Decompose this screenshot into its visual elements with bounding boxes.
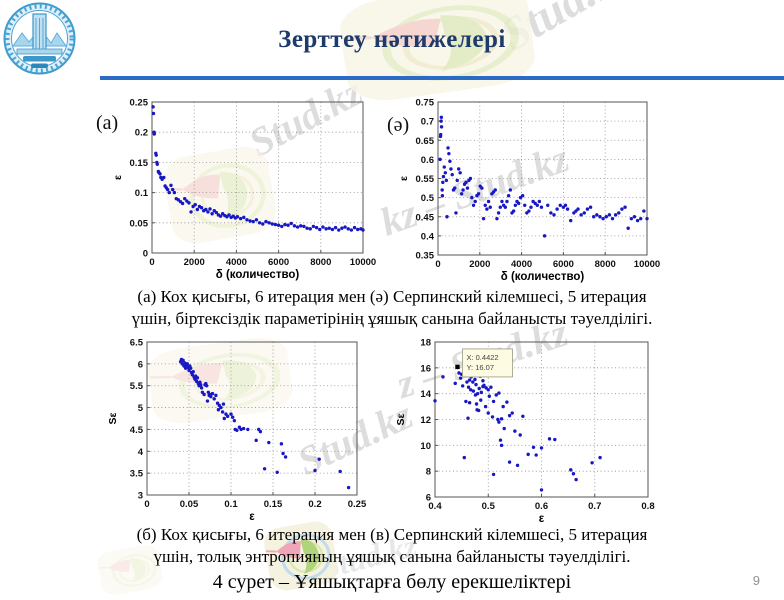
svg-text:0.15: 0.15: [264, 499, 283, 510]
svg-text:0.25: 0.25: [348, 499, 367, 510]
svg-text:0.05: 0.05: [130, 218, 149, 229]
svg-text:6.5: 6.5: [130, 338, 144, 349]
studkz-bird-logo-watermark: [264, 521, 338, 591]
svg-text:0.6: 0.6: [421, 155, 434, 166]
svg-text:ε: ε: [398, 176, 410, 181]
svg-text:0.1: 0.1: [135, 188, 149, 199]
svg-text:X: 0.4422: X: 0.4422: [466, 353, 498, 362]
svg-text:6: 6: [426, 493, 431, 504]
svg-text:8: 8: [426, 467, 431, 478]
svg-text:10: 10: [420, 441, 431, 452]
page-number: 9: [752, 573, 760, 588]
caption-bottom: (б) Кох қисығы, 6 итерация мен (в) Серпи…: [40, 524, 744, 568]
svg-text:10000: 10000: [350, 257, 376, 268]
svg-text:ε: ε: [112, 175, 124, 180]
svg-text:0.55: 0.55: [416, 174, 435, 185]
panel-label-a: (а): [96, 112, 119, 134]
svg-text:0.75: 0.75: [416, 98, 435, 109]
svg-text:14: 14: [420, 389, 431, 400]
panel-label-ae: (ә): [387, 114, 410, 136]
svg-text:4: 4: [138, 447, 144, 458]
caption-top-line1: (а) Кох қисығы, 6 итерация мен (ә) Серпи…: [137, 287, 647, 306]
caption-bottom-line1: (б) Кох қисығы, 6 итерация мен (в) Серпи…: [136, 525, 648, 544]
svg-text:δ (количество): δ (количество): [501, 271, 585, 283]
svg-text:4000: 4000: [226, 257, 247, 268]
svg-text:8000: 8000: [595, 259, 616, 270]
caption-bottom-line2: үшін, толық энтропияның ұяшық санына бай…: [153, 547, 631, 566]
svg-text:δ (количество): δ (количество): [216, 269, 300, 281]
svg-text:0.35: 0.35: [416, 251, 435, 262]
svg-text:0: 0: [149, 257, 154, 268]
svg-text:6: 6: [138, 359, 143, 370]
svg-text:4.5: 4.5: [130, 425, 144, 436]
chart-koch-entropy: 0 0.05 0.1 0.15 0.2 0.25 3 3.5 4 4.5 5 5.5 6 6.5 ε Sε: [107, 338, 367, 524]
svg-text:2000: 2000: [184, 257, 205, 268]
svg-text:0.4: 0.4: [421, 231, 435, 242]
svg-text:0.1: 0.1: [224, 499, 238, 510]
svg-text:3.5: 3.5: [130, 469, 144, 480]
svg-text:18: 18: [420, 338, 431, 349]
svg-text:0.4: 0.4: [428, 501, 442, 512]
slide-title: Зерттеу нәтижелері: [278, 26, 506, 53]
accent-line: [100, 76, 784, 80]
svg-text:0.2: 0.2: [135, 128, 148, 139]
svg-text:Sε: Sε: [395, 413, 407, 425]
chart-sierpinski-heterogeneity: 0 2000 4000 6000 8000 10000 0.35 0.4 0.45 0.5 0.55…: [398, 98, 660, 284]
svg-text:5.5: 5.5: [130, 381, 144, 392]
chart-sierpinski-entropy: 0.4 0.5 0.6 0.7 0.8 6 8 10 12 14 16 18 ε Sε X: 0.4422Y…: [395, 338, 655, 526]
svg-text:0.6: 0.6: [535, 501, 548, 512]
svg-text:0: 0: [143, 249, 148, 260]
studkz-bird-logo-watermark: [97, 545, 163, 595]
university-logo: [3, 2, 76, 75]
caption-top: (а) Кох қисығы, 6 итерация мен (ә) Серпи…: [40, 286, 744, 330]
svg-text:0: 0: [435, 259, 440, 270]
svg-text:16: 16: [420, 363, 431, 374]
svg-text:0.5: 0.5: [421, 193, 435, 204]
svg-text:3: 3: [138, 491, 143, 502]
svg-text:Y: 16.07: Y: 16.07: [466, 363, 494, 372]
svg-text:0.05: 0.05: [180, 499, 199, 510]
svg-text:2000: 2000: [469, 259, 490, 270]
svg-text:0: 0: [144, 499, 149, 510]
svg-text:0.8: 0.8: [641, 501, 654, 512]
chart-koch-heterogeneity: 0 2000 4000 6000 8000 10000 0 0.05 0.1 0.15 0.2 0.2…: [112, 98, 376, 282]
svg-text:8000: 8000: [310, 257, 331, 268]
svg-text:0.15: 0.15: [130, 158, 149, 169]
svg-text:4000: 4000: [511, 259, 532, 270]
svg-text:12: 12: [420, 415, 431, 426]
studkz-bird-logo-watermark: [340, 0, 535, 101]
svg-text:0.7: 0.7: [588, 501, 601, 512]
svg-text:0.25: 0.25: [130, 98, 149, 109]
svg-text:10000: 10000: [634, 259, 660, 270]
svg-text:5: 5: [138, 403, 144, 414]
svg-text:6000: 6000: [553, 259, 574, 270]
svg-text:0.7: 0.7: [421, 117, 434, 128]
figure-caption: 4 сурет – Ұяшықтарға бөлу ерекшеліктері: [212, 571, 572, 593]
svg-text:ε: ε: [539, 513, 545, 525]
svg-text:0.65: 0.65: [416, 136, 435, 147]
caption-top-line2: үшін, біртексіздік параметірінің ұяшық с…: [131, 309, 653, 328]
svg-text:Sε: Sε: [107, 412, 119, 424]
svg-text:0.45: 0.45: [416, 212, 435, 223]
svg-text:ε: ε: [249, 511, 255, 523]
svg-text:0.5: 0.5: [482, 501, 496, 512]
svg-text:6000: 6000: [268, 257, 289, 268]
svg-text:0.2: 0.2: [308, 499, 321, 510]
